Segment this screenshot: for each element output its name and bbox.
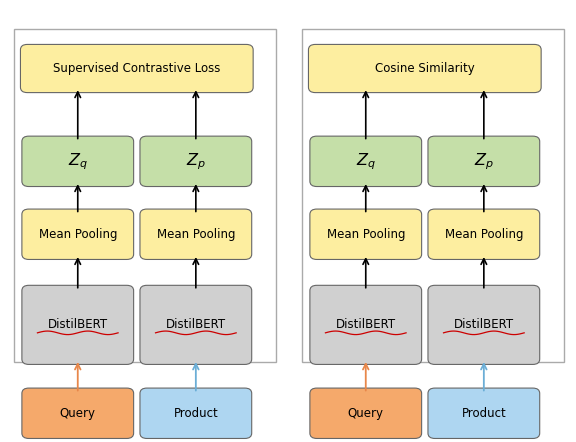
FancyBboxPatch shape [140, 388, 252, 438]
FancyBboxPatch shape [21, 44, 253, 92]
FancyBboxPatch shape [22, 136, 134, 187]
FancyBboxPatch shape [140, 136, 252, 187]
Text: Product: Product [173, 407, 218, 420]
FancyBboxPatch shape [428, 286, 540, 364]
Text: Mean Pooling: Mean Pooling [39, 228, 117, 241]
FancyBboxPatch shape [310, 136, 422, 187]
FancyBboxPatch shape [428, 136, 540, 187]
FancyBboxPatch shape [140, 209, 252, 259]
Text: Supervised Contrastive Loss: Supervised Contrastive Loss [53, 62, 221, 75]
FancyBboxPatch shape [22, 286, 134, 364]
FancyBboxPatch shape [22, 209, 134, 259]
Text: Query: Query [348, 407, 384, 420]
Text: Mean Pooling: Mean Pooling [157, 228, 235, 241]
FancyBboxPatch shape [428, 388, 540, 438]
Text: $Z_q$: $Z_q$ [356, 151, 376, 171]
FancyBboxPatch shape [22, 388, 134, 438]
Text: Mean Pooling: Mean Pooling [445, 228, 523, 241]
FancyBboxPatch shape [310, 209, 422, 259]
Text: DistilBERT: DistilBERT [336, 318, 396, 332]
Text: $Z_p$: $Z_p$ [474, 151, 494, 171]
Text: Product: Product [461, 407, 506, 420]
FancyBboxPatch shape [309, 44, 541, 92]
Text: Mean Pooling: Mean Pooling [327, 228, 405, 241]
FancyBboxPatch shape [310, 388, 422, 438]
FancyBboxPatch shape [428, 209, 540, 259]
Text: Query: Query [60, 407, 96, 420]
Text: $Z_p$: $Z_p$ [186, 151, 206, 171]
Text: DistilBERT: DistilBERT [454, 318, 514, 332]
Text: DistilBERT: DistilBERT [166, 318, 226, 332]
Text: Cosine Similarity: Cosine Similarity [375, 62, 475, 75]
FancyBboxPatch shape [310, 286, 422, 364]
FancyBboxPatch shape [140, 286, 252, 364]
Text: DistilBERT: DistilBERT [48, 318, 108, 332]
Text: $Z_q$: $Z_q$ [68, 151, 88, 171]
